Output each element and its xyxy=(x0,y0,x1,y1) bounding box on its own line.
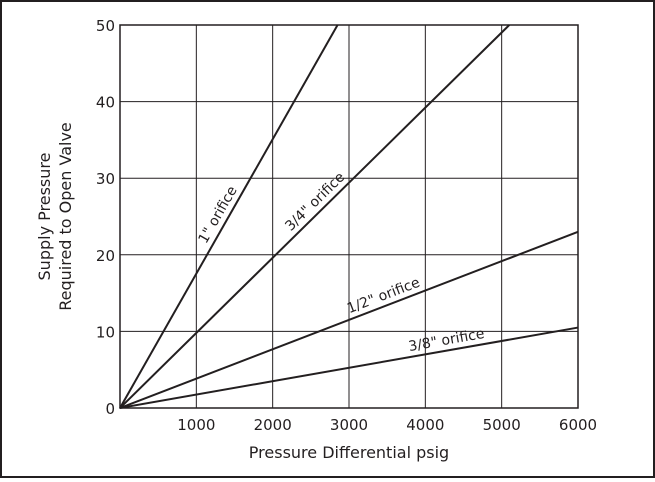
y-tick-label-0: 0 xyxy=(105,400,115,418)
plot-area-border xyxy=(119,24,579,409)
y-axis-title-line-0: Supply Pressure xyxy=(35,153,54,281)
x-tick-label-6000: 6000 xyxy=(559,416,597,434)
x-tick-label-3000: 3000 xyxy=(330,416,368,434)
x-axis-title: Pressure Differential psig xyxy=(249,443,449,462)
series-lines xyxy=(119,24,579,409)
x-tick-label-2000: 2000 xyxy=(254,416,292,434)
y-tick-label-10: 10 xyxy=(96,323,115,341)
y-tick-label-20: 20 xyxy=(96,247,115,265)
x-tick-label-1000: 1000 xyxy=(177,416,215,434)
series-line-3 xyxy=(119,326,579,409)
series-line-0 xyxy=(119,24,339,409)
y-axis-title: Supply Pressure Required to Open Valve xyxy=(35,122,75,311)
y-axis-title-line-1: Required to Open Valve xyxy=(56,122,75,311)
y-tick-label-50: 50 xyxy=(96,17,115,35)
y-tick-label-30: 30 xyxy=(96,170,115,188)
series-line-1 xyxy=(119,24,511,409)
tick-labels: 1000 2000 3000 4000 5000 6000 0 10 20 30 40 50 xyxy=(96,17,597,434)
x-tick-label-5000: 5000 xyxy=(483,416,521,434)
series-line-2 xyxy=(119,230,579,409)
y-tick-label-40: 40 xyxy=(96,94,115,112)
x-tick-label-4000: 4000 xyxy=(406,416,444,434)
grid-lines xyxy=(120,25,578,408)
